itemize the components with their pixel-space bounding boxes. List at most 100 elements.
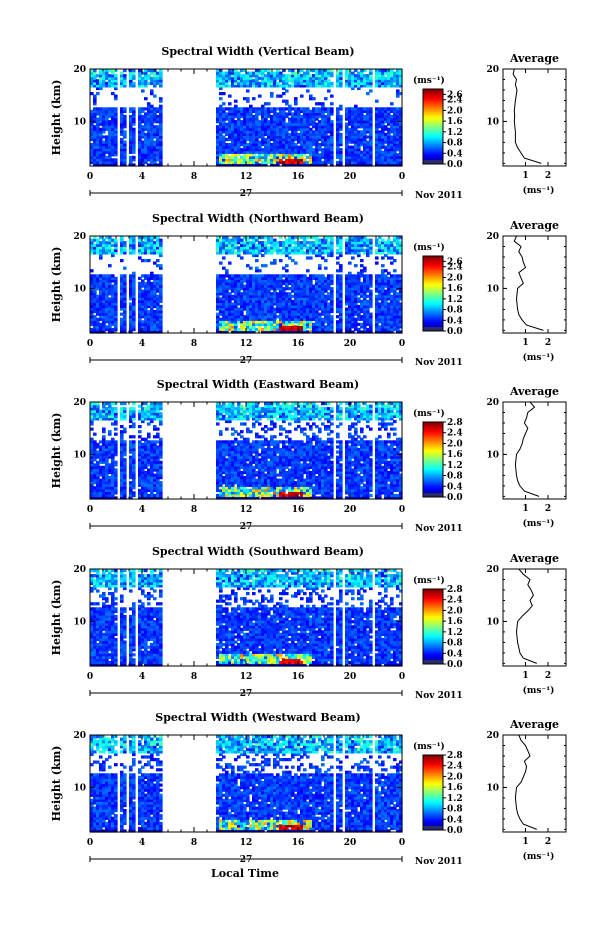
heatmap-cell <box>234 236 238 240</box>
heatmap-cell <box>156 120 160 124</box>
heatmap-cell <box>375 81 379 85</box>
heatmap-cell <box>216 276 220 280</box>
heatmap-cell <box>132 120 136 124</box>
heatmap-cell <box>225 317 229 321</box>
heatmap-cell <box>219 241 223 245</box>
heatmap-cell <box>99 137 103 142</box>
heatmap-cell <box>390 76 394 80</box>
heatmap-cell <box>303 292 307 296</box>
heatmap-cell <box>366 150 370 154</box>
heatmap-cell <box>249 74 253 78</box>
heatmap-cell <box>234 71 238 75</box>
heatmap-cell <box>243 292 247 296</box>
heatmap-cell <box>330 153 334 157</box>
heatmap-cell <box>237 292 241 296</box>
heatmap-cell <box>216 289 220 293</box>
heatmap-cell <box>330 132 334 136</box>
heatmap-cell <box>327 246 331 250</box>
heatmap-cell <box>222 130 226 134</box>
heatmap-cell <box>357 241 361 245</box>
heatmap-cell <box>375 143 379 147</box>
heatmap-cell <box>324 302 328 306</box>
heatmap-cell <box>129 145 133 149</box>
heatmap-cell <box>273 241 277 245</box>
heatmap-cell <box>93 79 97 83</box>
heatmap-cell <box>327 69 331 73</box>
heatmap-cell <box>252 160 256 165</box>
heatmap-cell <box>237 81 241 85</box>
heatmap-cell <box>399 107 403 111</box>
heatmap-cell <box>336 109 340 113</box>
heatmap-cell <box>114 315 118 319</box>
heatmap-cell <box>273 153 277 157</box>
heatmap-cell <box>345 312 349 316</box>
heatmap-cell <box>228 297 232 301</box>
heatmap-cell <box>375 302 379 306</box>
heatmap-cell <box>93 145 97 149</box>
heatmap-cell <box>318 312 322 316</box>
heatmap-cell <box>369 284 373 288</box>
heatmap-cell <box>363 125 367 129</box>
heatmap-cell <box>159 97 163 101</box>
heatmap <box>90 69 403 167</box>
heatmap-cell <box>273 117 277 121</box>
heatmap-cell <box>327 241 331 245</box>
colorbar-band <box>423 154 443 157</box>
heatmap-cell <box>99 274 103 278</box>
colorbar-band <box>423 289 443 293</box>
heatmap-cell <box>111 145 115 149</box>
heatmap-cell <box>363 251 367 255</box>
heatmap-cell <box>390 114 394 119</box>
heatmap-cell <box>282 74 286 78</box>
heatmap-cell <box>159 304 163 309</box>
heatmap-cell <box>375 99 379 103</box>
heatmap-cell <box>279 137 283 142</box>
heatmap-cell <box>351 307 355 311</box>
heatmap-cell <box>345 155 349 159</box>
heatmap-cell <box>141 292 145 296</box>
heatmap-cell <box>399 74 403 78</box>
heatmap-cell <box>255 317 259 321</box>
heatmap-cell <box>366 143 370 147</box>
heatmap-cell <box>360 302 364 306</box>
heatmap-cell <box>150 243 154 247</box>
heatmap-cell <box>120 122 124 126</box>
heatmap-cell <box>255 125 259 129</box>
heatmap-cell <box>369 289 373 293</box>
heatmap-cell <box>276 130 280 134</box>
heatmap-cell <box>279 310 283 314</box>
heatmap-cell <box>246 84 250 88</box>
heatmap-cell <box>141 325 145 329</box>
heatmap-cell <box>318 246 322 250</box>
heatmap-cell <box>90 310 94 314</box>
heatmap-cell <box>159 122 163 126</box>
heatmap-cell <box>222 317 226 321</box>
heatmap-cell <box>255 259 259 263</box>
colorbar-band <box>423 280 443 283</box>
heatmap-cell <box>270 327 274 332</box>
heatmap-cell <box>315 322 319 326</box>
heatmap-cell <box>363 325 367 329</box>
heatmap-cell <box>381 76 385 80</box>
heatmap-cell <box>285 241 289 245</box>
heatmap-cell <box>258 279 262 283</box>
heatmap-cell <box>246 137 250 142</box>
heatmap-cell <box>387 325 391 329</box>
heatmap-cell <box>120 148 124 152</box>
heatmap-cell <box>105 317 109 321</box>
heatmap-cell <box>366 120 370 124</box>
heatmap-cell <box>228 322 232 326</box>
heatmap-cell <box>294 330 298 334</box>
heatmap-cell <box>270 114 274 119</box>
heatmap-cell <box>282 243 286 247</box>
heatmap-cell <box>231 145 235 149</box>
heatmap-cell <box>144 76 148 80</box>
heatmap-cell <box>297 120 301 124</box>
heatmap-cell <box>96 281 100 286</box>
heatmap-cell <box>315 284 319 288</box>
heatmap-cell <box>237 248 241 252</box>
heatmap-cell <box>111 79 115 83</box>
heatmap-cell <box>399 114 403 119</box>
heatmap-cell <box>330 155 334 159</box>
heatmap-cell <box>306 276 310 280</box>
